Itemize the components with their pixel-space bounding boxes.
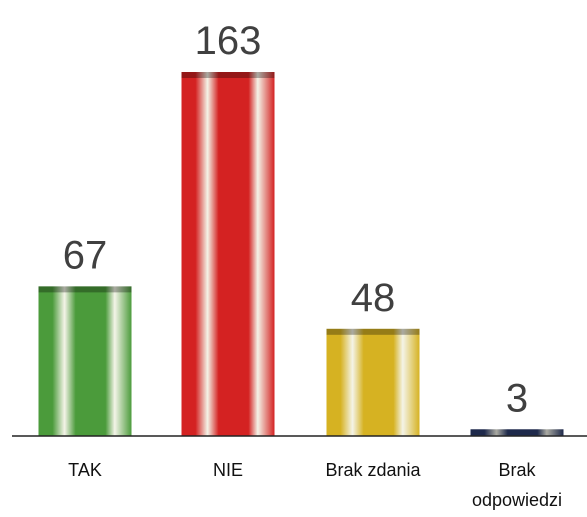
bar-cap (38, 286, 132, 293)
bar-cap (470, 429, 564, 436)
bar (326, 328, 420, 436)
bar (470, 429, 564, 436)
value-label: 48 (351, 276, 396, 320)
value-label: 163 (195, 19, 262, 63)
value-label: 67 (63, 233, 108, 277)
x-tick-label: TAK (68, 460, 102, 480)
value-label: 3 (506, 376, 528, 420)
x-tick-label: NIE (212, 460, 243, 480)
x-tick-label: Brak odpowiedzi (471, 460, 563, 510)
bar (181, 72, 275, 436)
bar-cap (181, 72, 275, 78)
bar (38, 286, 132, 436)
bar-cap (326, 328, 420, 335)
x-tick-label: Brak zdania (325, 460, 421, 480)
